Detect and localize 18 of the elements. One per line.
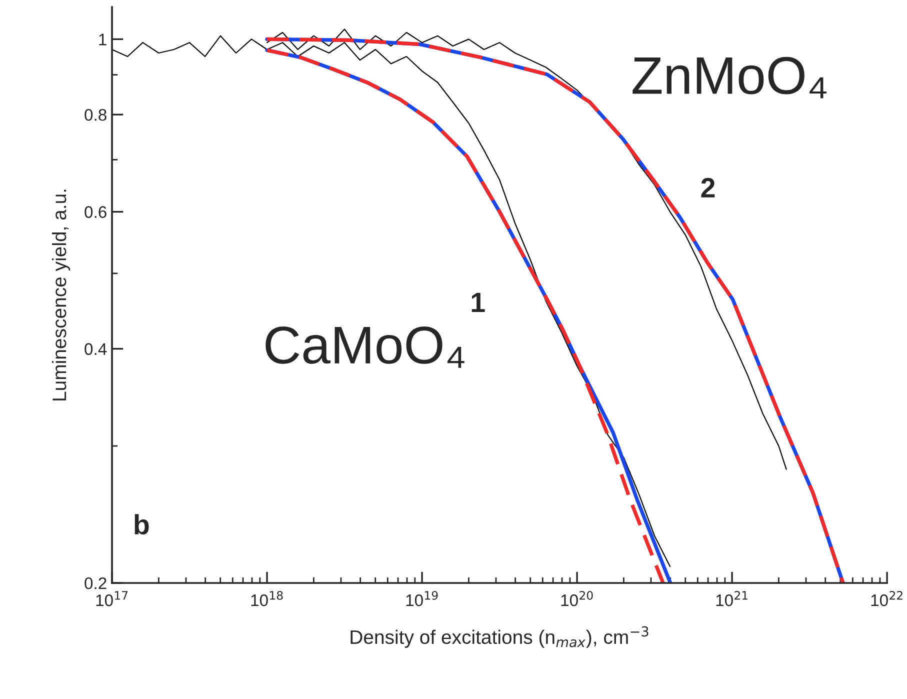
x-tick-label: 10$^{17}$ xyxy=(96,591,128,606)
x-tick-label: 10$^{20}$ xyxy=(561,590,593,606)
annotation: ZnMoO₄ xyxy=(632,56,826,98)
annotation: b xyxy=(134,514,149,535)
annotation: 1 xyxy=(472,292,485,312)
x-axis-title: Density of excitations (n$_{max}$), cm$^{−3}$ xyxy=(350,626,648,648)
annotation: CaMoO₄ xyxy=(266,326,464,368)
y-axis-title: Luminescence yield, a.u. xyxy=(52,190,70,400)
x-tick-label: 10$^{18}$ xyxy=(251,590,283,606)
y-tick-label: 1 xyxy=(99,34,106,46)
annotation: 2 xyxy=(701,178,715,198)
x-tick-label: 10$^{22}$ xyxy=(871,590,902,606)
y-tick-label: 0.4 xyxy=(84,343,107,355)
y-tick-label: 0.2 xyxy=(84,577,106,590)
y-tick-label: 0.8 xyxy=(84,108,106,121)
x-tick-label: 10$^{19}$ xyxy=(406,590,438,606)
x-tick-label: 10$^{21}$ xyxy=(716,590,748,606)
y-tick-label: 0.6 xyxy=(84,206,106,218)
